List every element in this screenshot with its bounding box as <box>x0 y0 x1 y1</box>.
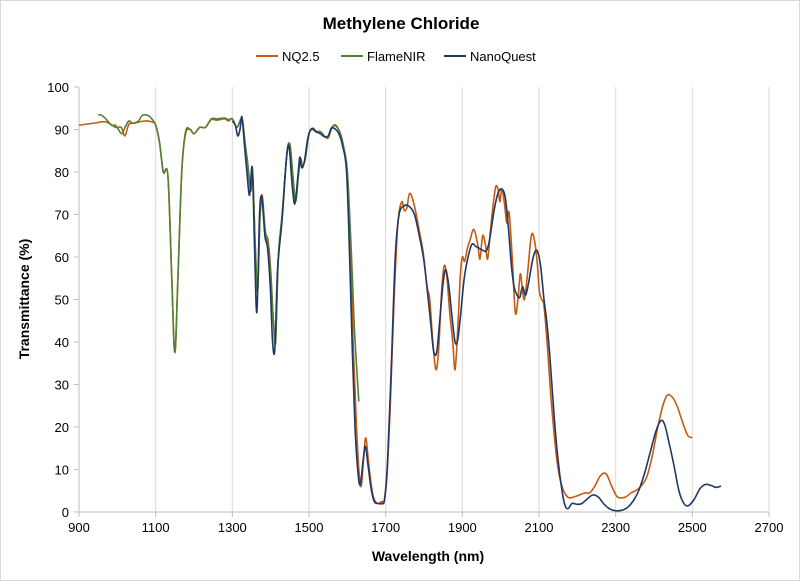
y-tick-label: 80 <box>55 165 69 180</box>
x-tick-label: 1900 <box>448 520 477 535</box>
x-tick-label: 2100 <box>525 520 554 535</box>
y-tick-label: 60 <box>55 250 69 265</box>
x-tick-label: 1300 <box>218 520 247 535</box>
axes <box>74 86 770 517</box>
y-tick-label: 20 <box>55 420 69 435</box>
x-tick-label: 2300 <box>601 520 630 535</box>
series-line-nanoquest <box>231 115 722 512</box>
y-tick-label: 50 <box>55 293 69 308</box>
x-tick-label: 900 <box>68 520 90 535</box>
legend-label-nq2-5: NQ2.5 <box>282 49 320 64</box>
y-tick-label: 30 <box>55 378 69 393</box>
x-tick-label: 1500 <box>295 520 324 535</box>
x-tick-label: 2500 <box>678 520 707 535</box>
series-line-flamenir <box>97 113 360 402</box>
chart-title: Methylene Chloride <box>323 14 480 33</box>
y-tick-label: 10 <box>55 463 69 478</box>
x-axis-label: Wavelength (nm) <box>372 548 484 564</box>
x-tick-labels: 900 1100 1300 1500 1700 1900 2100 2300 2500 2700 <box>68 520 783 535</box>
y-tick-label: 70 <box>55 208 69 223</box>
y-tick-labels: 0 10 20 30 40 50 60 70 80 90 100 <box>47 80 69 520</box>
x-tick-label: 2700 <box>755 520 784 535</box>
y-tick-label: 40 <box>55 335 69 350</box>
x-tick-label: 1700 <box>371 520 400 535</box>
series-layer <box>78 113 722 512</box>
y-tick-label: 0 <box>62 505 69 520</box>
x-tick-label: 1100 <box>142 520 170 535</box>
y-axis-label: Transmittance (%) <box>16 239 32 360</box>
legend-label-nanoquest: NanoQuest <box>470 49 536 64</box>
legend-label-flamenir: FlameNIR <box>367 49 426 64</box>
chart-legend: NQ2.5 FlameNIR NanoQuest <box>256 49 536 64</box>
y-tick-label: 100 <box>47 80 69 95</box>
gridlines <box>155 87 770 512</box>
y-tick-label: 90 <box>55 123 69 138</box>
